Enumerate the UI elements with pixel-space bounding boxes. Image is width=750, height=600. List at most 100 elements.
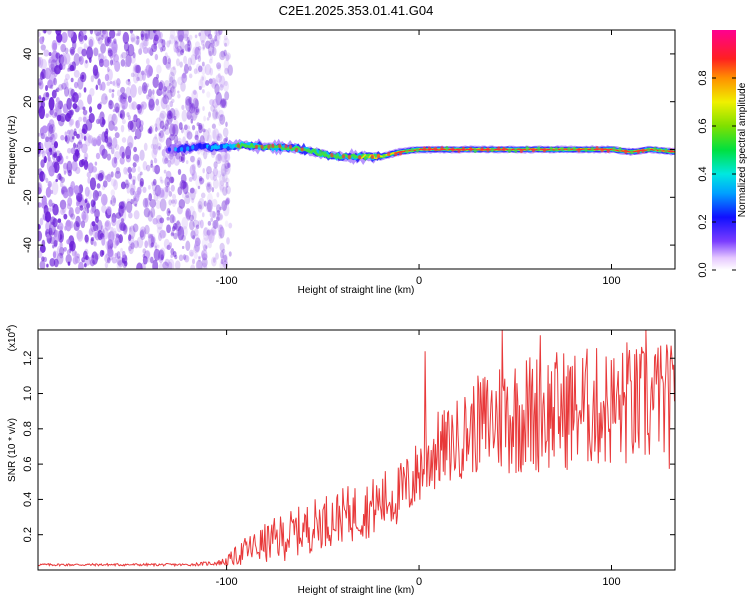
snr-ylabel: SNR (10 * v/v): [7, 418, 18, 482]
x-tick-label: 100: [602, 275, 620, 287]
noise-speckle: [61, 82, 67, 90]
noise-speckle: [114, 170, 122, 179]
noise-speckle: [135, 64, 141, 74]
noise-speckle: [68, 207, 74, 218]
noise-speckle: [224, 152, 228, 160]
noise-speckle: [210, 56, 213, 61]
noise-speckle: [190, 118, 193, 124]
noise-speckle: [150, 159, 154, 166]
noise-speckle: [144, 240, 149, 249]
noise-speckle: [107, 66, 110, 72]
noise-speckle: [128, 227, 132, 232]
noise-speckle: [61, 44, 66, 53]
y-tick-label: 0.8: [22, 421, 34, 436]
noise-speckle: [193, 111, 199, 119]
noise-speckle: [219, 226, 225, 239]
noise-speckle: [163, 79, 171, 91]
noise-speckle: [169, 176, 174, 184]
noise-speckle: [194, 98, 199, 109]
noise-speckle: [121, 51, 127, 59]
noise-speckle: [188, 107, 195, 121]
noise-speckle: [225, 136, 229, 142]
noise-speckle: [200, 64, 207, 75]
noise-speckle: [169, 123, 176, 137]
noise-speckle: [47, 207, 52, 213]
signal-blob: [584, 147, 588, 153]
signal-blob: [554, 146, 558, 152]
noise-speckle: [122, 260, 128, 269]
noise-speckle: [202, 44, 206, 50]
noise-speckle: [82, 106, 86, 111]
noise-speckle: [121, 137, 127, 143]
noise-speckle: [98, 114, 103, 124]
noise-speckle: [169, 85, 176, 98]
noise-speckle: [219, 84, 224, 91]
noise-speckle: [148, 88, 153, 98]
noise-speckle: [217, 224, 224, 233]
noise-speckle: [126, 111, 130, 118]
noise-speckle: [116, 89, 122, 97]
noise-speckle: [136, 262, 143, 269]
noise-speckle: [220, 250, 225, 259]
noise-speckle: [201, 123, 205, 129]
noise-speckle: [127, 166, 132, 174]
noise-speckle: [149, 198, 157, 208]
noise-speckle: [112, 109, 116, 113]
noise-speckle: [163, 238, 170, 250]
signal-blob: [341, 154, 346, 159]
noise-speckle: [55, 52, 61, 59]
noise-speckle: [48, 63, 56, 73]
noise-speckle: [73, 221, 80, 232]
noise-speckle: [78, 56, 82, 62]
noise-speckle: [118, 201, 125, 209]
noise-speckle: [174, 260, 181, 269]
noise-speckle: [67, 197, 73, 207]
signal-blob: [433, 146, 438, 152]
noise-speckle: [46, 159, 53, 173]
noise-speckle: [210, 104, 215, 112]
noise-speckle: [162, 89, 167, 97]
noise-speckle: [89, 227, 94, 235]
noise-speckle: [69, 64, 75, 72]
noise-speckle: [200, 192, 206, 199]
noise-speckle: [210, 226, 217, 236]
noise-speckle: [84, 199, 88, 204]
noise-speckle: [153, 157, 158, 164]
noise-speckle: [46, 30, 52, 35]
noise-speckle: [67, 147, 72, 154]
noise-speckle: [189, 104, 194, 111]
noise-speckle: [225, 121, 228, 128]
noise-speckle: [120, 59, 126, 67]
noise-speckle: [105, 240, 111, 251]
noise-speckle: [189, 187, 196, 201]
noise-speckle: [192, 46, 199, 57]
noise-speckle: [180, 81, 186, 92]
noise-speckle: [206, 183, 212, 193]
noise-speckle: [195, 41, 200, 49]
signal-blob: [577, 148, 581, 153]
noise-speckle: [182, 181, 189, 195]
noise-speckle: [115, 106, 120, 114]
noise-speckle: [219, 242, 225, 252]
signal-blob: [236, 143, 241, 149]
noise-speckle: [111, 39, 118, 51]
noise-speckle: [130, 84, 137, 98]
noise-speckle: [224, 91, 230, 101]
noise-speckle: [85, 59, 88, 64]
noise-speckle: [194, 46, 200, 56]
noise-speckle: [209, 170, 215, 181]
noise-speckle: [162, 86, 167, 92]
x-tick-label: -100: [216, 576, 238, 588]
noise-speckle: [125, 86, 131, 99]
noise-speckle: [100, 43, 106, 54]
noise-speckle: [126, 186, 131, 194]
noise-speckle: [51, 108, 58, 119]
noise-speckle: [69, 187, 74, 197]
signal-blob: [410, 147, 414, 153]
noise-speckle: [170, 184, 175, 192]
noise-speckle: [158, 232, 163, 242]
noise-speckle: [144, 32, 147, 39]
noise-speckle: [82, 250, 88, 260]
noise-speckle: [189, 251, 194, 258]
noise-speckle: [129, 30, 134, 34]
